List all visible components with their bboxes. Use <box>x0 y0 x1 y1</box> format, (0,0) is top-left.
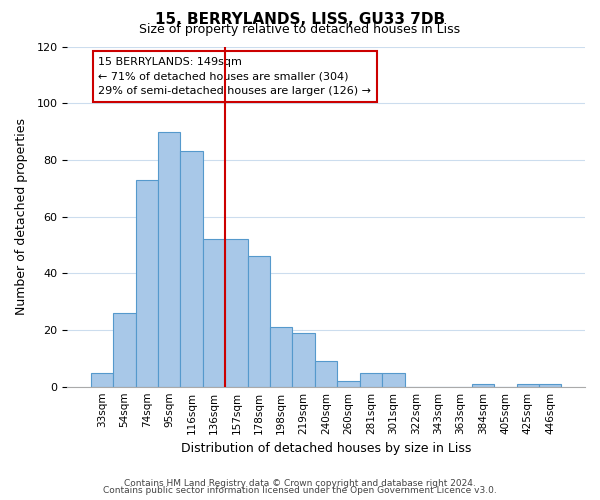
Bar <box>248 256 270 386</box>
Bar <box>517 384 539 386</box>
Bar <box>113 313 136 386</box>
Text: 15, BERRYLANDS, LISS, GU33 7DB: 15, BERRYLANDS, LISS, GU33 7DB <box>155 12 445 28</box>
Bar <box>292 333 315 386</box>
Text: Contains HM Land Registry data © Crown copyright and database right 2024.: Contains HM Land Registry data © Crown c… <box>124 478 476 488</box>
Bar <box>181 152 203 386</box>
Bar <box>315 361 337 386</box>
X-axis label: Distribution of detached houses by size in Liss: Distribution of detached houses by size … <box>181 442 471 455</box>
Bar <box>136 180 158 386</box>
Text: Size of property relative to detached houses in Liss: Size of property relative to detached ho… <box>139 22 461 36</box>
Text: Contains public sector information licensed under the Open Government Licence v3: Contains public sector information licen… <box>103 486 497 495</box>
Bar <box>158 132 181 386</box>
Bar <box>539 384 562 386</box>
Y-axis label: Number of detached properties: Number of detached properties <box>15 118 28 315</box>
Bar <box>382 372 404 386</box>
Bar <box>337 381 360 386</box>
Bar <box>91 372 113 386</box>
Text: 15 BERRYLANDS: 149sqm
← 71% of detached houses are smaller (304)
29% of semi-det: 15 BERRYLANDS: 149sqm ← 71% of detached … <box>98 56 371 96</box>
Bar <box>225 240 248 386</box>
Bar <box>270 327 292 386</box>
Bar <box>360 372 382 386</box>
Bar <box>472 384 494 386</box>
Bar <box>203 240 225 386</box>
